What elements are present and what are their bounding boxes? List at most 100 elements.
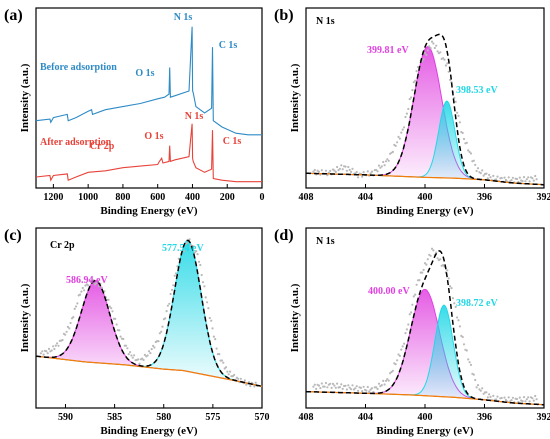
experimental-point	[183, 249, 186, 252]
experimental-point	[458, 325, 461, 328]
experimental-point	[380, 165, 383, 168]
experimental-point	[465, 141, 468, 144]
experimental-point	[398, 354, 401, 357]
experimental-point	[468, 361, 471, 364]
experimental-point	[345, 169, 348, 172]
experimental-point	[199, 263, 202, 267]
n1s-after-label: N 1s	[185, 111, 204, 122]
y-axis-title: Intensity (a.u.)	[289, 283, 301, 352]
experimental-point	[382, 160, 385, 164]
experimental-point	[331, 382, 335, 385]
experimental-point	[444, 64, 447, 67]
experimental-point	[249, 385, 252, 388]
experimental-point	[467, 149, 470, 152]
experimental-point	[449, 285, 452, 288]
experimental-point	[495, 178, 498, 181]
experimental-point	[142, 358, 145, 362]
experimental-point	[461, 131, 464, 135]
experimental-point	[535, 398, 538, 401]
experimental-point	[129, 351, 132, 354]
experimental-point	[164, 317, 167, 320]
experimental-point	[208, 316, 211, 320]
experimental-point	[147, 350, 151, 353]
experimental-point	[344, 384, 347, 387]
experimental-point	[361, 390, 364, 393]
experimental-point	[119, 335, 122, 338]
experimental-point	[384, 160, 388, 163]
panel-label-d: (d)	[274, 227, 294, 244]
experimental-point	[206, 301, 209, 304]
experimental-point	[54, 344, 57, 347]
experimental-point	[386, 158, 389, 161]
experimental-point	[418, 279, 421, 282]
experimental-point	[457, 114, 460, 117]
experimental-point	[355, 170, 358, 174]
experimental-point	[454, 100, 457, 103]
experimental-point	[369, 388, 372, 391]
x-tick-label: 600	[150, 192, 165, 203]
experimental-point	[412, 81, 415, 84]
experimental-point	[428, 45, 431, 48]
experimental-point	[76, 302, 79, 305]
experimental-point	[341, 168, 344, 171]
c1s-after-label: C 1s	[223, 136, 242, 147]
plot-frame	[35, 227, 263, 409]
experimental-point	[430, 247, 434, 250]
experimental-point	[486, 177, 489, 180]
x-tick-label: 404	[358, 192, 373, 203]
experimental-point	[472, 159, 475, 162]
experimental-point	[52, 345, 55, 348]
experimental-point	[456, 111, 459, 114]
experimental-point	[469, 363, 473, 366]
experimental-point	[443, 58, 446, 61]
experimental-point	[203, 285, 206, 288]
x-tick-label: 408	[299, 192, 314, 203]
experimental-point	[387, 379, 390, 382]
experimental-point	[323, 385, 326, 388]
experimental-point	[312, 385, 315, 388]
experimental-point	[337, 169, 340, 172]
experimental-point	[410, 311, 413, 314]
experimental-point	[41, 350, 44, 353]
before-adsorption-line	[35, 26, 262, 136]
experimental-point	[153, 346, 156, 349]
experimental-point	[426, 258, 429, 261]
experimental-point	[375, 168, 378, 172]
experimental-point	[42, 353, 45, 356]
experimental-point	[215, 347, 218, 350]
experimental-point	[396, 141, 399, 144]
experimental-point	[348, 168, 351, 171]
experimental-point	[233, 373, 236, 377]
experimental-point	[324, 169, 328, 172]
experimental-point	[462, 343, 466, 346]
experimental-point	[362, 385, 365, 388]
experimental-point	[329, 169, 332, 172]
experimental-point	[338, 167, 341, 170]
peak-fill	[306, 289, 544, 405]
experimental-point	[313, 383, 316, 386]
experimental-point	[50, 349, 53, 352]
experimental-point	[391, 369, 394, 372]
experimental-point	[450, 287, 453, 290]
experimental-point	[404, 115, 407, 119]
experimental-point	[430, 40, 434, 43]
x-tick-label: 0	[260, 192, 265, 203]
experimental-point	[447, 70, 450, 73]
experimental-point	[439, 51, 442, 54]
experimental-point	[461, 335, 464, 339]
experimental-point	[380, 384, 383, 387]
x-tick-label: 590	[58, 412, 73, 423]
experimental-point	[423, 262, 427, 265]
experimental-point	[366, 170, 369, 173]
experimental-point	[72, 316, 75, 319]
experimental-point	[243, 379, 246, 382]
experimental-point	[518, 396, 521, 399]
x-tick-label: 570	[255, 412, 270, 423]
spectrum-title-label: Cr 2p	[50, 240, 75, 251]
experimental-point	[64, 333, 67, 336]
n1s-after-panel: 408 404 400 396 392 Binding Energy (eV) Intens…	[289, 227, 550, 437]
experimental-point	[122, 337, 125, 341]
experimental-point	[488, 173, 491, 176]
experimental-point	[143, 353, 146, 356]
